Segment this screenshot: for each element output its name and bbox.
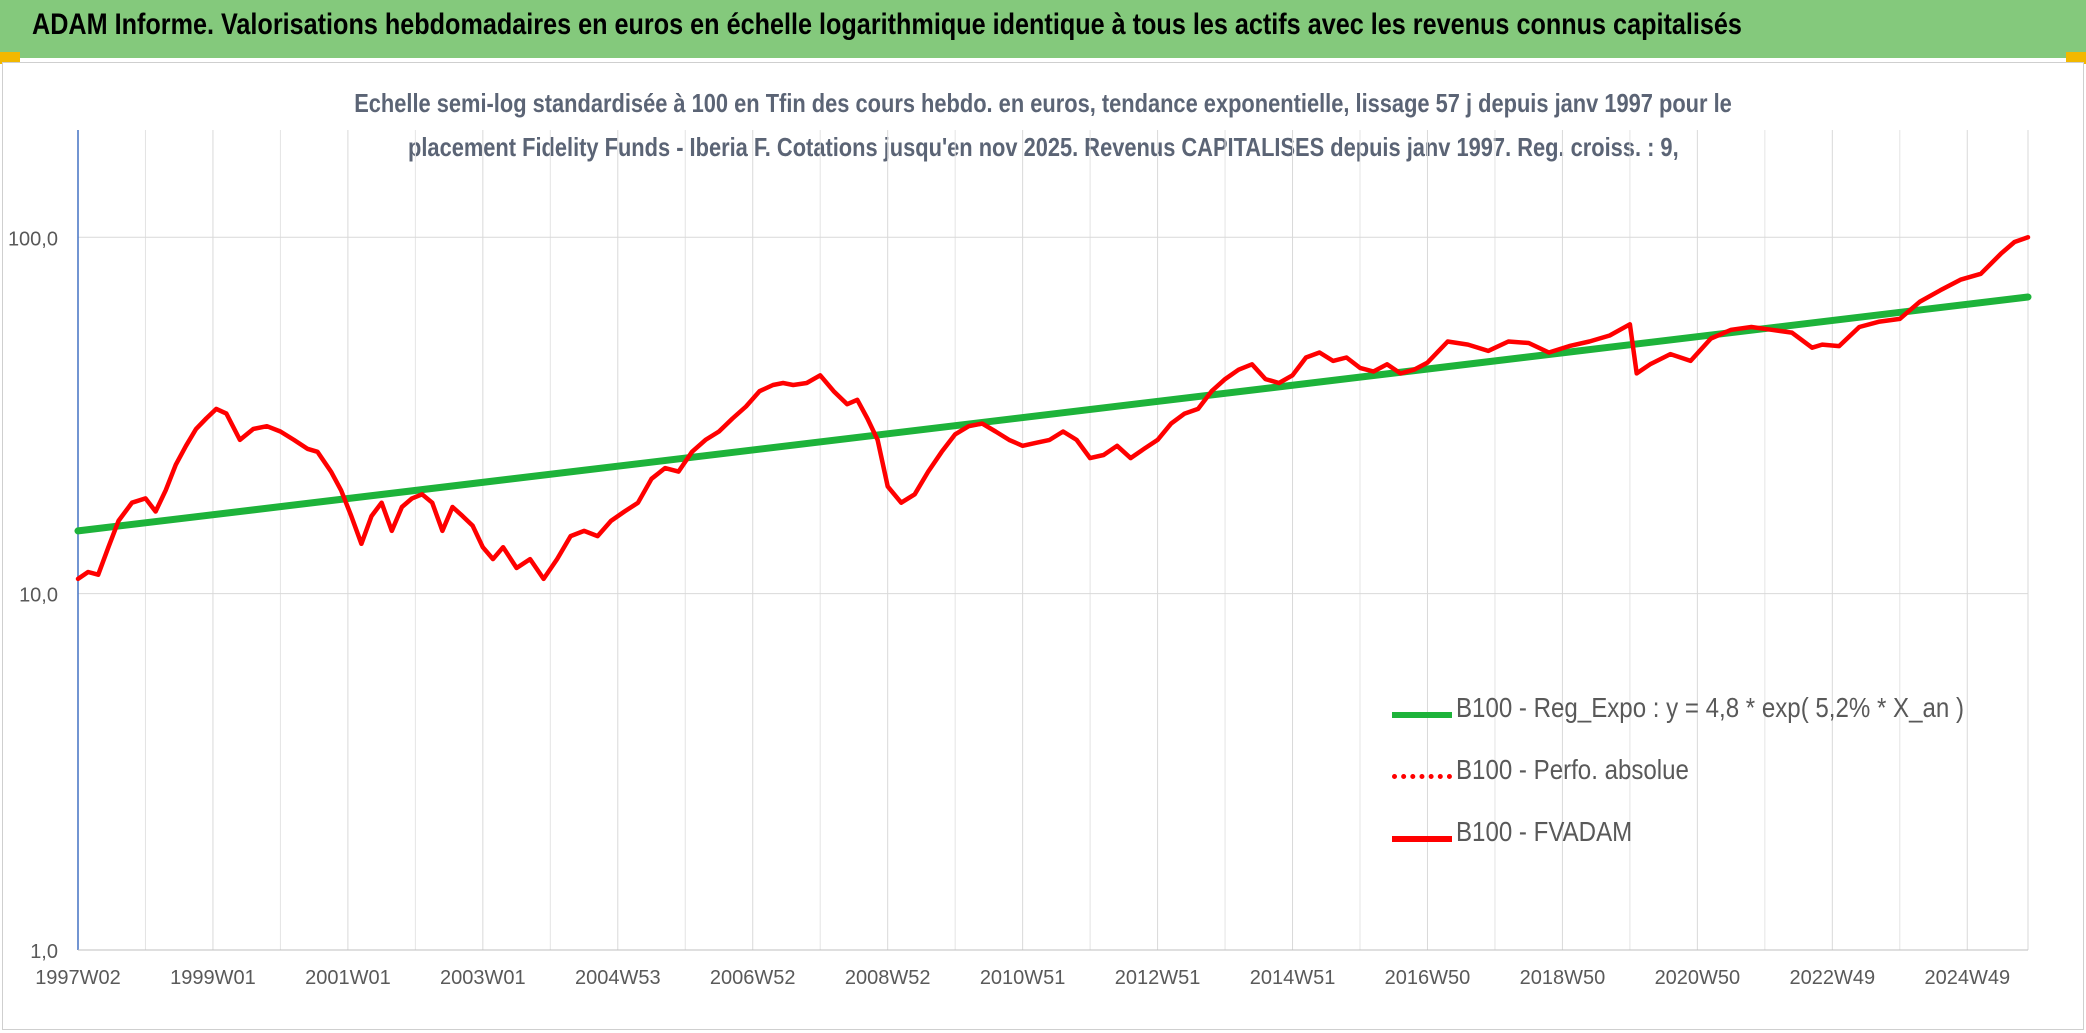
y-tick-label-1: 10,0	[19, 585, 58, 607]
x-tick-label-5: 2006W52	[710, 967, 796, 989]
legend-swatch-perfo-absolue	[1392, 774, 1452, 779]
y-tick-label-0: 1,0	[30, 941, 58, 963]
x-tick-label-2: 2001W01	[305, 967, 391, 989]
chart-frame	[2, 62, 2084, 1030]
x-tick-label-14: 2024W49	[1924, 967, 2010, 989]
x-tick-label-7: 2010W51	[980, 967, 1066, 989]
legend-label-perfo-absolue: B100 - Perfo. absolue	[1456, 754, 1689, 785]
x-tick-label-1: 1999W01	[170, 967, 256, 989]
x-tick-label-9: 2014W51	[1250, 967, 1336, 989]
x-tick-label-8: 2012W51	[1115, 967, 1201, 989]
x-tick-label-11: 2018W50	[1520, 967, 1606, 989]
x-tick-label-4: 2004W53	[575, 967, 661, 989]
legend-swatch-fvadam	[1392, 836, 1452, 842]
chart-title-line-1-text: Echelle semi-log standardisée à 100 en T…	[354, 88, 1732, 118]
x-tick-label-13: 2022W49	[1790, 967, 1876, 989]
y-tick-label-2: 100,0	[8, 228, 58, 250]
legend-label-fvadam: B100 - FVADAM	[1456, 816, 1633, 847]
chart-title-line-2: placement Fidelity Funds - Iberia F. Cot…	[0, 132, 2086, 163]
x-tick-label-12: 2020W50	[1655, 967, 1741, 989]
series-line-0	[74, 293, 2032, 535]
header-banner: ADAM Informe. Valorisations hebdomadaire…	[0, 0, 2086, 58]
x-tick-label-10: 2016W50	[1385, 967, 1471, 989]
x-tick-label-3: 2003W01	[440, 967, 526, 989]
x-tick-label-0: 1997W02	[35, 967, 121, 989]
chart-title-line-1: Echelle semi-log standardisée à 100 en T…	[0, 88, 2086, 119]
corner-marker-left	[0, 52, 20, 64]
corner-marker-right	[2066, 52, 2086, 64]
series-line-2	[75, 235, 2031, 582]
x-tick-label-6: 2008W52	[845, 967, 931, 989]
header-title: ADAM Informe. Valorisations hebdomadaire…	[32, 8, 1742, 41]
legend-swatch-regression	[1392, 712, 1452, 718]
chart-title-line-2-text: placement Fidelity Funds - Iberia F. Cot…	[407, 132, 1679, 162]
legend-label-regression: B100 - Reg_Expo : y = 4,8 * exp( 5,2% * …	[1456, 692, 1964, 723]
